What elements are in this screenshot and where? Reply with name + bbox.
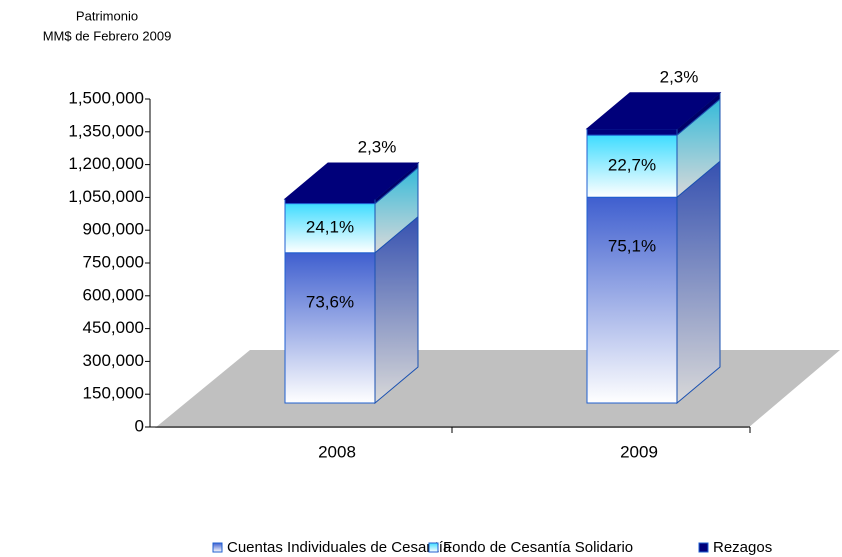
legend-swatch	[212, 542, 223, 553]
y-tick-label: 0	[135, 416, 144, 435]
y-tick-label: 900,000	[83, 220, 144, 239]
bar-segment	[586, 196, 678, 404]
bar-top	[585, 92, 722, 130]
y-tick-label: 150,000	[83, 384, 144, 403]
chart-subtitle: MM$ de Febrero 2009	[43, 28, 172, 43]
legend-swatch	[428, 542, 439, 553]
share-label: 2,3%	[358, 137, 397, 156]
y-tick-label: 1,050,000	[68, 187, 144, 206]
share-label: 22,7%	[608, 156, 656, 175]
y-tick-label: 600,000	[83, 285, 144, 304]
legend-label: Cuentas Individuales de Cesantía	[227, 539, 452, 556]
bar-segment	[586, 134, 678, 198]
legend-label: Rezagos	[713, 539, 772, 556]
bar-segment	[284, 198, 376, 205]
y-tick-label: 750,000	[83, 252, 144, 271]
chart-title: Patrimonio	[76, 8, 138, 23]
x-tick-label: 2009	[620, 442, 658, 461]
floor	[155, 350, 840, 428]
bar-segment	[284, 252, 376, 404]
bar-segment	[586, 128, 678, 136]
bar-top	[283, 162, 420, 200]
bar-side	[676, 160, 721, 405]
y-tick-label: 1,350,000	[68, 121, 144, 140]
share-label: 73,6%	[306, 292, 354, 311]
y-tick-label: 300,000	[83, 351, 144, 370]
share-label: 2,3%	[660, 67, 699, 86]
legend-swatch	[698, 542, 709, 553]
y-tick-label: 1,200,000	[68, 154, 144, 173]
share-label: 24,1%	[306, 218, 354, 237]
x-tick-label: 2008	[318, 442, 356, 461]
y-tick-label: 450,000	[83, 318, 144, 337]
legend-label: Fondo de Cesantía Solidario	[443, 539, 633, 556]
share-label: 75,1%	[608, 237, 656, 256]
y-tick-label: 1,500,000	[68, 88, 144, 107]
